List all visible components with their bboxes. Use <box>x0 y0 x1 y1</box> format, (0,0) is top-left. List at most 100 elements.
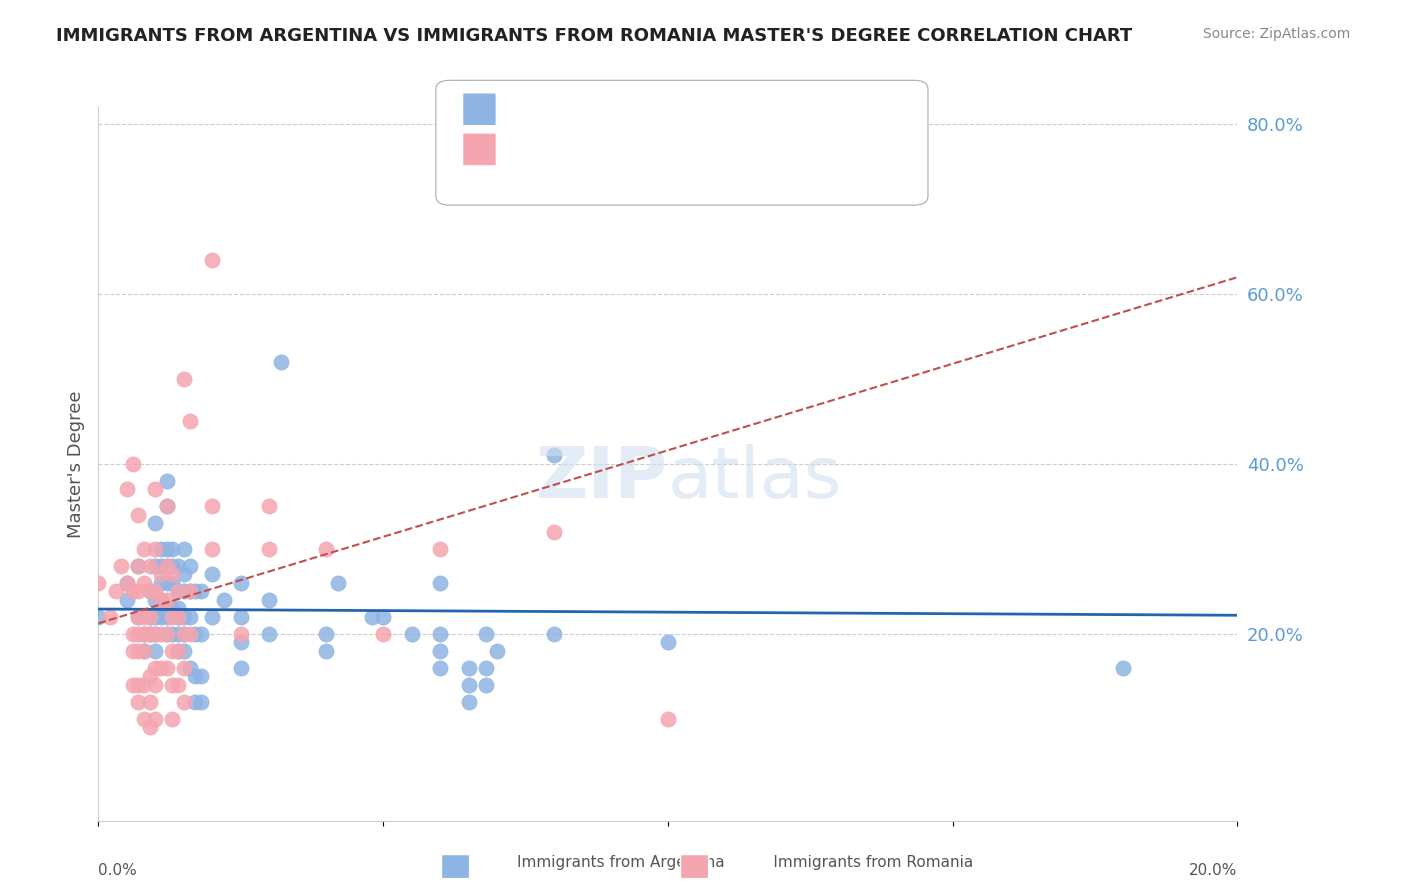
Point <box>184 695 207 709</box>
Point <box>132 541 155 556</box>
Point <box>173 695 195 709</box>
Point <box>138 626 160 640</box>
Point <box>179 414 201 428</box>
Point <box>150 592 173 607</box>
Point <box>150 661 173 675</box>
Point <box>474 661 496 675</box>
Point <box>229 635 252 649</box>
Point <box>229 661 252 675</box>
Point <box>156 541 179 556</box>
Point <box>167 626 190 640</box>
Point <box>138 669 160 683</box>
Point <box>156 558 179 573</box>
Point <box>173 541 195 556</box>
Point <box>201 609 224 624</box>
Point <box>201 252 224 267</box>
Point <box>162 601 184 615</box>
Point <box>173 372 195 386</box>
Point <box>162 567 184 582</box>
Point <box>429 644 451 658</box>
Point <box>429 626 451 640</box>
Point <box>657 635 679 649</box>
Point <box>127 626 149 640</box>
Point <box>138 584 160 599</box>
Point <box>145 644 167 658</box>
Point <box>167 644 190 658</box>
Text: atlas: atlas <box>668 443 842 513</box>
Point <box>138 609 160 624</box>
Point <box>167 678 190 692</box>
Point <box>150 575 173 590</box>
Text: IMMIGRANTS FROM ARGENTINA VS IMMIGRANTS FROM ROMANIA MASTER'S DEGREE CORRELATION: IMMIGRANTS FROM ARGENTINA VS IMMIGRANTS … <box>56 27 1132 45</box>
Point <box>315 541 337 556</box>
Point <box>127 584 149 599</box>
Point <box>167 584 190 599</box>
Point <box>179 661 201 675</box>
Point <box>190 626 212 640</box>
Point <box>121 626 143 640</box>
Point <box>173 626 195 640</box>
Point <box>259 541 281 556</box>
Point <box>138 558 160 573</box>
Point <box>173 584 195 599</box>
Point <box>156 626 179 640</box>
Point <box>138 720 160 734</box>
Point <box>127 644 149 658</box>
Point <box>145 584 167 599</box>
Point <box>150 592 173 607</box>
Point <box>657 712 679 726</box>
Point <box>138 609 160 624</box>
Point <box>167 558 190 573</box>
Point <box>190 584 212 599</box>
Point <box>179 584 201 599</box>
Point <box>162 609 184 624</box>
Point <box>543 524 565 539</box>
Point <box>184 669 207 683</box>
Point <box>429 541 451 556</box>
Point <box>121 457 143 471</box>
Point <box>828 168 851 182</box>
Point <box>150 567 173 582</box>
Point <box>150 626 173 640</box>
Point <box>360 609 382 624</box>
Point <box>156 592 179 607</box>
Point <box>127 558 149 573</box>
Point <box>190 695 212 709</box>
Point <box>145 609 167 624</box>
Point <box>229 575 252 590</box>
Point <box>179 558 201 573</box>
Point <box>127 695 149 709</box>
Text: Immigrants from Argentina          Immigrants from Romania: Immigrants from Argentina Immigrants fro… <box>478 855 973 870</box>
Text: ZIP: ZIP <box>536 443 668 513</box>
Point <box>190 669 212 683</box>
Point <box>110 558 132 573</box>
Point <box>138 584 160 599</box>
Point <box>145 541 167 556</box>
Point <box>145 712 167 726</box>
Point <box>156 626 179 640</box>
Point <box>156 474 179 488</box>
Point <box>474 626 496 640</box>
Point <box>173 661 195 675</box>
Point <box>150 609 173 624</box>
Point <box>457 678 479 692</box>
Point <box>184 584 207 599</box>
Point <box>87 609 110 624</box>
Point <box>173 644 195 658</box>
Y-axis label: Master's Degree: Master's Degree <box>66 390 84 538</box>
Point <box>457 661 479 675</box>
Point <box>145 516 167 531</box>
Point <box>173 626 195 640</box>
Text: R = -0.016    N = 66: R = -0.016 N = 66 <box>502 98 702 116</box>
Point <box>121 644 143 658</box>
Point <box>259 626 281 640</box>
Point <box>156 558 179 573</box>
Point <box>145 661 167 675</box>
Point <box>315 644 337 658</box>
Point <box>156 500 179 514</box>
Point <box>326 575 349 590</box>
Point <box>127 678 149 692</box>
Point <box>173 609 195 624</box>
Point <box>138 695 160 709</box>
Point <box>212 592 235 607</box>
